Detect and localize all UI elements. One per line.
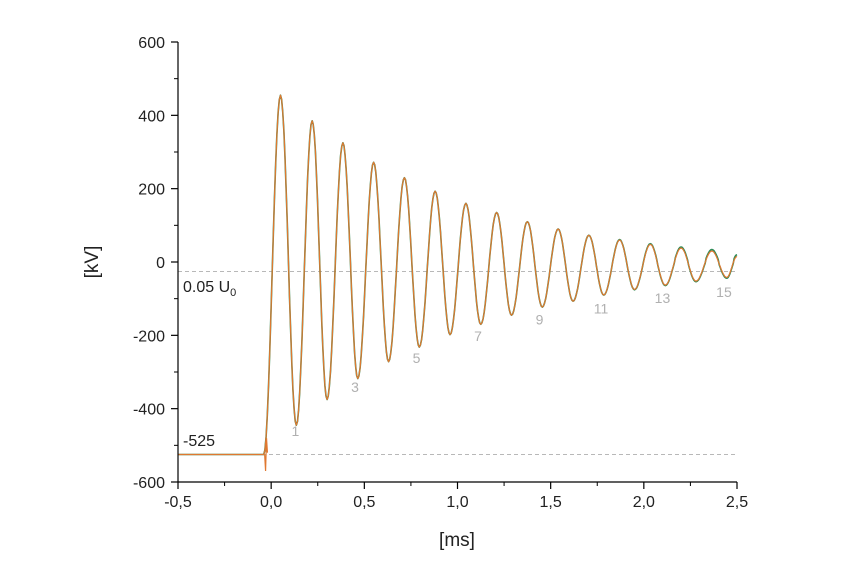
threshold-label-sub: 0 bbox=[230, 287, 236, 299]
peak-number-label: 15 bbox=[716, 284, 732, 300]
y-tick-label: -400 bbox=[133, 402, 165, 419]
threshold-label: 0.05 U0 bbox=[183, 279, 236, 299]
threshold-label-main: 0.05 U bbox=[183, 279, 230, 296]
x-tick-label: -0,5 bbox=[164, 494, 192, 511]
axes bbox=[177, 42, 737, 483]
x-tick-label: 0,5 bbox=[353, 494, 375, 511]
y-tick-label: -600 bbox=[133, 475, 165, 492]
peak-number-label: 7 bbox=[474, 328, 482, 344]
y-ticks: -600 -400 -200 0 200 400 600 bbox=[133, 35, 178, 492]
x-ticks: -0,5 0,0 0,5 1,0 1,5 2,0 2,5 bbox=[164, 482, 748, 511]
y-tick-label: 0 bbox=[156, 255, 165, 272]
peak-number-label: 9 bbox=[536, 311, 544, 327]
x-tick-label: 2,5 bbox=[726, 494, 748, 511]
waveform-series-orange bbox=[178, 94, 738, 456]
reference-lines bbox=[178, 271, 737, 455]
x-tick-label: 2,0 bbox=[633, 494, 655, 511]
peak-number-label: 1 bbox=[291, 423, 299, 439]
peak-number-label: 11 bbox=[594, 300, 609, 316]
peak-number-label: 3 bbox=[351, 379, 359, 395]
y-tick-label: 200 bbox=[138, 182, 165, 199]
level-label: -525 bbox=[183, 433, 215, 450]
y-tick-label: 600 bbox=[138, 35, 165, 52]
x-tick-label: 0,0 bbox=[260, 494, 282, 511]
x-tick-label: 1,5 bbox=[540, 494, 562, 511]
x-axis-title: [ms] bbox=[439, 530, 475, 551]
peak-number-label: 5 bbox=[413, 350, 421, 366]
y-tick-label: -200 bbox=[133, 328, 165, 345]
peak-number-label: 13 bbox=[655, 290, 671, 306]
y-tick-label: 400 bbox=[138, 108, 165, 125]
x-tick-label: 1,0 bbox=[446, 494, 468, 511]
y-axis-title: [kV] bbox=[82, 246, 103, 279]
transient-spike bbox=[264, 437, 269, 472]
series-group bbox=[178, 94, 738, 472]
